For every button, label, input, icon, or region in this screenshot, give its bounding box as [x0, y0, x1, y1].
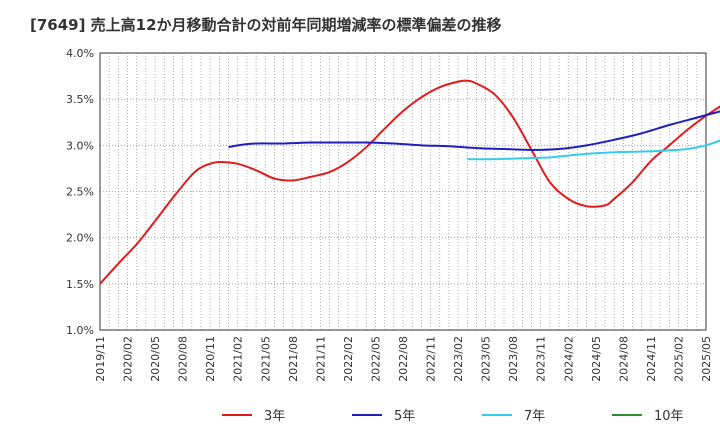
x-tick-label: 2025/02: [672, 336, 685, 382]
legend-label-1: 3年: [264, 409, 285, 424]
x-tick-label: 2024/08: [617, 336, 630, 382]
x-tick-label: 2025/05: [700, 336, 713, 382]
x-tick-label: 2021/11: [314, 336, 327, 382]
x-tick-label: 2024/05: [590, 336, 603, 382]
y-tick-label: 4.0%: [66, 47, 94, 60]
y-tick-label: 3.0%: [66, 139, 94, 152]
y-tick-label: 2.5%: [66, 186, 94, 199]
x-tick-label: 2021/02: [232, 336, 245, 382]
y-tick-label: 2.0%: [66, 232, 94, 245]
series-line-2: [228, 110, 720, 151]
x-tick-label: 2020/02: [122, 336, 135, 382]
x-tick-label: 2021/05: [259, 336, 272, 382]
y-tick-label: 1.5%: [66, 278, 94, 291]
x-tick-label: 2020/08: [177, 336, 190, 382]
x-tick-label: 2023/08: [507, 336, 520, 382]
x-tick-label: 2023/02: [452, 336, 465, 382]
legend-label-2: 5年: [394, 409, 415, 424]
x-tick-label: 2024/02: [562, 336, 575, 382]
x-tick-label: 2022/05: [369, 336, 382, 382]
x-tick-label: 2022/11: [425, 336, 438, 382]
x-tick-label: 2023/11: [535, 336, 548, 382]
y-tick-label: 1.0%: [66, 324, 94, 337]
x-tick-label: 2020/05: [149, 336, 162, 382]
x-tick-label: 2020/11: [204, 336, 217, 382]
legend-label-3: 7年: [524, 409, 545, 424]
series-line-1: [99, 79, 720, 285]
plot-border: [99, 52, 707, 331]
x-tick-label: 2022/08: [397, 336, 410, 382]
x-tick-label: 2019/11: [94, 336, 107, 382]
x-tick-label: 2023/05: [480, 336, 493, 382]
series-line-3: [467, 139, 720, 161]
legend-label-4: 10年: [654, 409, 684, 424]
x-tick-label: 2024/11: [645, 336, 658, 382]
y-tick-label: 3.5%: [66, 93, 94, 106]
x-tick-label: 2021/08: [287, 336, 300, 382]
x-tick-label: 2022/02: [342, 336, 355, 382]
chart-title: [7649] 売上高12か月移動合計の対前年同期増減率の標準偏差の推移: [30, 16, 502, 34]
